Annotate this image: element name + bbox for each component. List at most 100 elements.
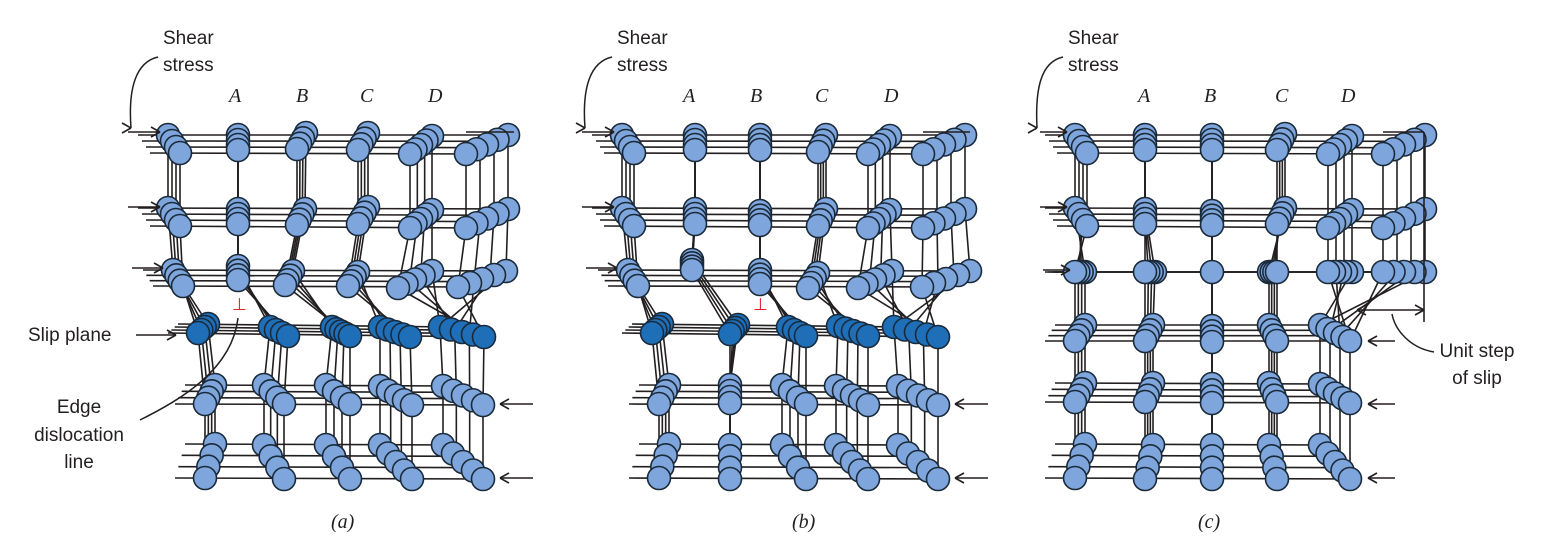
column-label-b: B [750,85,762,107]
atom [1199,212,1225,238]
bond-line [1044,207,1438,210]
bond-line [141,213,507,217]
arrowhead [954,398,965,410]
lattice-b [582,122,988,492]
atom [271,391,297,417]
bond-line [601,274,967,278]
panel-caption: (c) [1198,511,1221,533]
atom [1370,141,1396,167]
atom [747,271,773,297]
bond-line [146,274,503,278]
shear-stress-label-line1: Shear [617,28,668,49]
shear-leader-curve [1035,56,1064,129]
atom [337,391,363,417]
atom [345,137,371,163]
atom [621,140,647,166]
arrowhead [150,126,161,138]
atom [1199,137,1225,163]
atom [855,141,881,167]
atom [399,392,425,418]
atom [793,391,819,417]
atom [717,466,743,492]
atom [399,466,425,492]
atom [445,274,471,300]
bond-line [145,146,493,149]
panel-a: Shear stress A B C D ⊥ (a) [128,28,533,533]
atom [1062,328,1088,354]
atom [1264,466,1290,492]
atom [225,211,251,237]
atom [335,273,361,299]
column-label-c: C [1275,85,1289,107]
arrowhead [166,329,177,341]
atom [1264,259,1290,285]
arrowhead [153,262,164,274]
atom [845,275,871,301]
unit-step-label-line1: Unit step [1440,341,1515,362]
arrowhead [604,201,615,213]
atom [453,215,479,241]
atom [910,215,936,241]
arrowhead [954,472,965,484]
arrowhead [499,472,510,484]
atom [1315,215,1341,241]
arrowhead [499,398,510,410]
column-label-c: C [815,85,829,107]
edge-dislocation-leader [139,317,239,421]
bond-line [145,219,493,223]
atom [185,320,211,346]
atom [682,211,708,237]
atom [747,137,773,163]
atom [397,324,423,350]
atom [621,213,647,239]
atom [855,323,881,349]
atom [337,323,363,349]
atom [1132,328,1158,354]
atom [337,466,363,492]
atom [397,141,423,167]
bond-line [595,213,964,217]
atom [1315,141,1341,167]
atom [1062,465,1088,491]
atom [1370,259,1396,285]
atom [1370,215,1396,241]
atom [1337,390,1363,416]
atom [793,323,819,349]
atom [793,466,819,492]
atom [272,272,298,298]
edge-dislocation-label-line1: Edge [57,397,101,418]
atom [910,141,936,167]
atom [1132,466,1158,492]
atom [170,273,196,299]
atom [717,390,743,416]
arrowhead [1057,201,1068,213]
slip-plane-label: Slip plane [28,325,111,346]
atom [1199,390,1225,416]
atom [1074,213,1100,239]
arrowhead [150,201,161,213]
atom [284,136,310,162]
unit-step-leader [1391,313,1435,353]
arrowhead [1414,304,1425,316]
bond-line [137,207,521,210]
arrowhead [121,122,132,134]
atom [167,213,193,239]
bond-line [628,477,951,480]
atom [1074,140,1100,166]
atom [909,274,935,300]
atom [679,257,705,283]
atom [275,323,301,349]
bond-line [1051,454,1343,458]
atom [1132,211,1158,237]
shear-stress-label-line1: Shear [1068,28,1119,49]
bond-line [1054,382,1333,385]
atom [639,320,665,346]
column-label-a: A [681,85,696,107]
atom [1199,259,1225,285]
atom [1132,389,1158,415]
column-label-a: A [227,85,242,107]
atom [682,137,708,163]
bond-line [597,269,983,272]
shear-stress-label-line2: stress [163,55,214,76]
atom [1132,259,1158,285]
